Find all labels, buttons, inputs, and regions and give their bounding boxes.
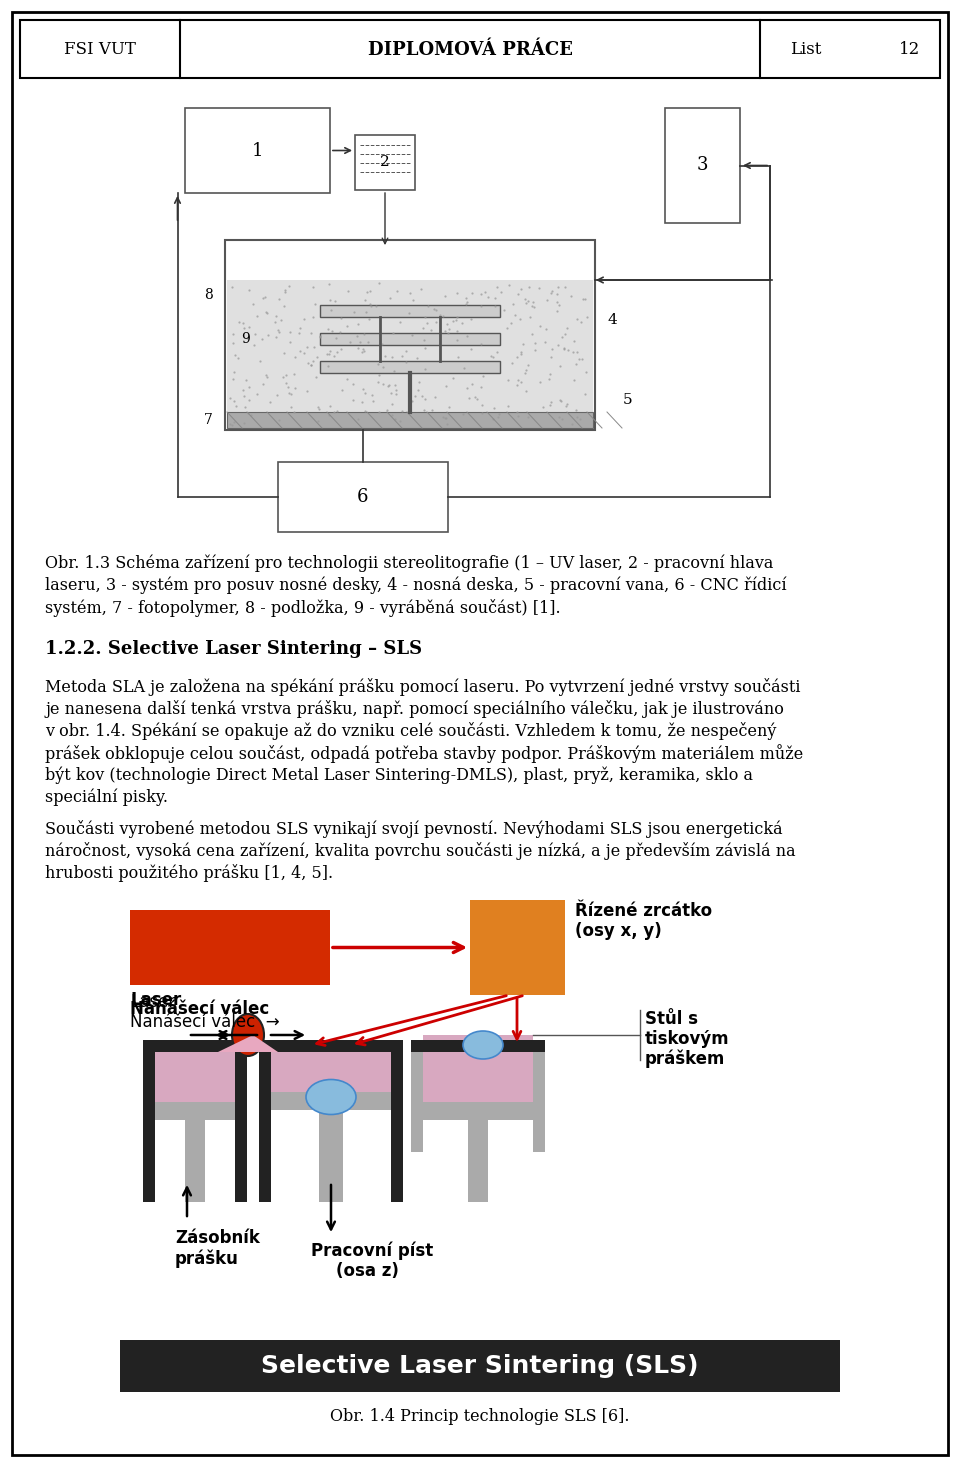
Text: Součásti vyrobené metodou SLS vynikají svojí pevností. Nevýhodami SLS jsou energ: Součásti vyrobené metodou SLS vynikají s… (45, 820, 782, 838)
Text: 1: 1 (252, 141, 263, 160)
Text: Metoda SLA je založena na spékání prášku pomocí laseru. Po vytvrzení jedné vrstv: Metoda SLA je založena na spékání prášku… (45, 678, 801, 695)
Text: 3: 3 (697, 157, 708, 175)
Text: DIPLOMOVÁ PRÁCE: DIPLOMOVÁ PRÁCE (368, 41, 572, 59)
Bar (423, 1102, 533, 1119)
Ellipse shape (463, 1031, 503, 1059)
Text: Obr. 1.4 Princip technologie SLS [6].: Obr. 1.4 Princip technologie SLS [6]. (330, 1408, 630, 1424)
Bar (130, 910, 330, 984)
Text: práškem: práškem (645, 1050, 726, 1068)
Text: 5: 5 (623, 393, 633, 406)
Bar (271, 1091, 391, 1111)
Bar (259, 1052, 271, 1201)
Bar (355, 135, 415, 191)
Text: 12: 12 (900, 41, 921, 57)
Bar (423, 1036, 533, 1055)
Bar (120, 1339, 840, 1392)
Bar (143, 1040, 247, 1052)
Bar (468, 1119, 488, 1201)
Text: Laser: Laser (130, 992, 181, 1009)
Text: laseru, 3 - systém pro posuv nosné desky, 4 - nosná deska, 5 - pracovní vana, 6 : laseru, 3 - systém pro posuv nosné desky… (45, 577, 786, 594)
Bar (235, 1052, 247, 1201)
Bar (411, 1052, 423, 1152)
Text: Selective Laser Sintering (SLS): Selective Laser Sintering (SLS) (261, 1354, 699, 1378)
Text: Obr. 1.3 Schéma zařízení pro technologii stereolitografie (1 – UV laser, 2 - pra: Obr. 1.3 Schéma zařízení pro technologii… (45, 555, 774, 572)
Text: systém, 7 - fotopolymer, 8 - podložka, 9 - vyráběná součást) [1].: systém, 7 - fotopolymer, 8 - podložka, 9… (45, 599, 561, 618)
Text: prášek obklopuje celou součást, odpadá potřeba stavby podpor. Práškovým materiál: prášek obklopuje celou součást, odpadá p… (45, 744, 804, 763)
Text: Pracovní píst: Pracovní píst (311, 1243, 433, 1260)
Text: hrubosti použitého prášku [1, 4, 5].: hrubosti použitého prášku [1, 4, 5]. (45, 864, 333, 882)
Text: FSI VUT: FSI VUT (64, 41, 136, 57)
Bar (665, 109, 740, 223)
Bar (185, 109, 330, 194)
Text: speciální pisky.: speciální pisky. (45, 788, 168, 805)
Bar (259, 1040, 403, 1052)
Bar (185, 1119, 205, 1201)
Text: být kov (technologie Direct Metal Laser Sintering-DMLS), plast, pryž, keramika, : být kov (technologie Direct Metal Laser … (45, 766, 753, 783)
Polygon shape (218, 1036, 278, 1052)
Text: (osa z): (osa z) (336, 1262, 398, 1281)
Text: 2: 2 (380, 156, 390, 170)
Text: prášku: prášku (175, 1248, 239, 1267)
Bar (271, 1052, 391, 1091)
Ellipse shape (232, 1014, 264, 1056)
Text: Nanášecí válec: Nanášecí válec (130, 1000, 269, 1018)
Bar (155, 1052, 235, 1102)
Text: 6: 6 (357, 489, 369, 506)
Bar (391, 1052, 403, 1201)
Bar (320, 305, 500, 317)
Bar (320, 361, 500, 373)
Ellipse shape (306, 1080, 356, 1115)
Bar (227, 280, 593, 428)
Bar (278, 462, 448, 533)
Text: 7: 7 (204, 414, 213, 427)
Text: 4: 4 (607, 312, 616, 327)
Text: náročnost, vysoká cena zařízení, kvalita povrchu součásti je nízká, a je předevš: náročnost, vysoká cena zařízení, kvalita… (45, 842, 796, 860)
Text: Laser: Laser (130, 993, 176, 1011)
Text: Nanášecí válec  →: Nanášecí válec → (130, 1014, 279, 1031)
Bar (533, 1052, 545, 1152)
Bar (227, 412, 593, 428)
Text: Stůl s: Stůl s (645, 1009, 698, 1028)
Text: 9: 9 (241, 332, 250, 346)
Text: tiskovým: tiskovým (645, 1030, 730, 1047)
Bar (155, 1102, 235, 1119)
Text: je nanesena další tenká vrstva prášku, např. pomocí speciálního válečku, jak je : je nanesena další tenká vrstva prášku, n… (45, 700, 784, 717)
Bar (110, 895, 840, 1325)
Text: 8: 8 (204, 288, 213, 302)
Bar (411, 1040, 545, 1052)
Bar (470, 899, 565, 995)
Bar (320, 333, 500, 345)
Text: 1.2.2. Selective Laser Sintering – SLS: 1.2.2. Selective Laser Sintering – SLS (45, 640, 422, 659)
Bar (143, 1052, 155, 1201)
Text: Řízené zrcátko: Řízené zrcátko (575, 902, 712, 920)
Text: List: List (790, 41, 822, 57)
Bar (20, 21, 940, 78)
Text: Zásobník: Zásobník (175, 1229, 260, 1247)
Bar (319, 1111, 343, 1201)
Text: v obr. 1.4. Spékání se opakuje až do vzniku celé součásti. Vzhledem k tomu, že n: v obr. 1.4. Spékání se opakuje až do vzn… (45, 722, 777, 739)
Text: (osy x, y): (osy x, y) (575, 921, 661, 940)
Bar (225, 241, 595, 430)
Bar (423, 1052, 533, 1102)
